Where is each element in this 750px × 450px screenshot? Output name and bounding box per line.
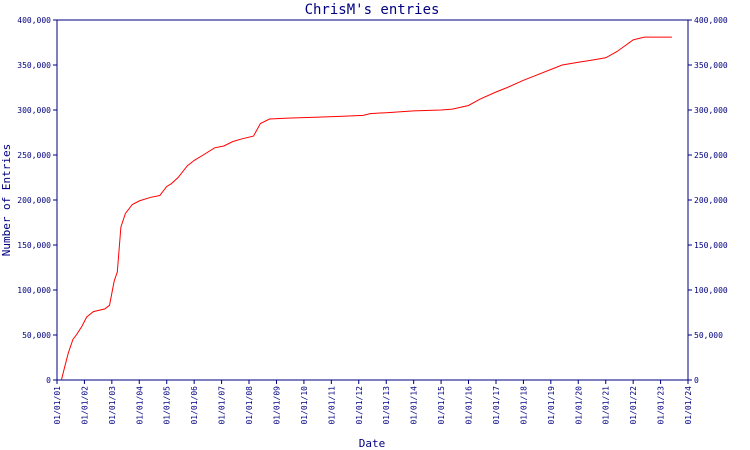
y-tick-label-right: 100,000	[694, 286, 728, 295]
y-tick-label-right: 250,000	[694, 151, 728, 160]
y-tick-label-left: 150,000	[17, 241, 51, 250]
x-tick-label: 01/01/11	[327, 386, 336, 425]
x-tick-label: 01/01/09	[272, 386, 281, 425]
x-tick-label: 01/01/03	[108, 386, 117, 425]
y-tick-label-right: 200,000	[694, 196, 728, 205]
x-axis-label: Date	[359, 437, 386, 450]
y-tick-label-right: 300,000	[694, 106, 728, 115]
x-tick-label: 01/01/21	[602, 386, 611, 425]
y-tick-label-right: 50,000	[694, 331, 723, 340]
x-tick-label: 01/01/24	[684, 386, 693, 425]
x-tick-label: 01/01/04	[135, 386, 144, 425]
y-tick-label-left: 100,000	[17, 286, 51, 295]
y-tick-label-left: 250,000	[17, 151, 51, 160]
x-tick-label: 01/01/16	[465, 386, 474, 425]
x-tick-label: 01/01/08	[245, 386, 254, 425]
y-tick-label-left: 400,000	[17, 16, 51, 25]
y-tick-label-left: 0	[46, 376, 51, 385]
x-tick-label: 01/01/14	[410, 386, 419, 425]
x-tick-label: 01/01/06	[190, 386, 199, 425]
x-tick-label: 01/01/13	[382, 386, 391, 425]
x-tick-label: 01/01/10	[300, 386, 309, 425]
x-tick-label: 01/01/01	[53, 386, 62, 425]
x-tick-label: 01/01/07	[218, 386, 227, 425]
x-tick-label: 01/01/05	[163, 386, 172, 425]
y-axis-label: Number of Entries	[0, 144, 13, 257]
x-tick-label: 01/01/19	[547, 386, 556, 425]
plot-area: 0 0 50,000 50,000 100,000 100,000 150,000 150,0…	[17, 16, 728, 425]
x-tick-label: 01/01/12	[355, 386, 364, 425]
plot-frame	[56, 19, 689, 381]
entries-series-line	[60, 36, 672, 381]
y-tick-label-left: 200,000	[17, 196, 51, 205]
x-tick-label: 01/01/20	[574, 386, 583, 425]
chart-title: ChrisM's entries	[305, 2, 440, 18]
x-tick-label: 01/01/18	[519, 386, 528, 425]
x-tick-label: 01/01/15	[437, 386, 446, 425]
y-tick-label-right: 0	[694, 376, 699, 385]
y-tick-label-left: 350,000	[17, 61, 51, 70]
x-tick-label: 01/01/23	[657, 386, 666, 425]
y-tick-label-right: 350,000	[694, 61, 728, 70]
y-tick-label-right: 150,000	[694, 241, 728, 250]
x-tick-label: 01/01/22	[629, 386, 638, 425]
y-tick-label-left: 50,000	[22, 331, 51, 340]
y-tick-label-left: 300,000	[17, 106, 51, 115]
x-tick-label: 01/01/02	[80, 386, 89, 425]
y-tick-label-right: 400,000	[694, 16, 728, 25]
x-tick-label: 01/01/17	[492, 386, 501, 425]
